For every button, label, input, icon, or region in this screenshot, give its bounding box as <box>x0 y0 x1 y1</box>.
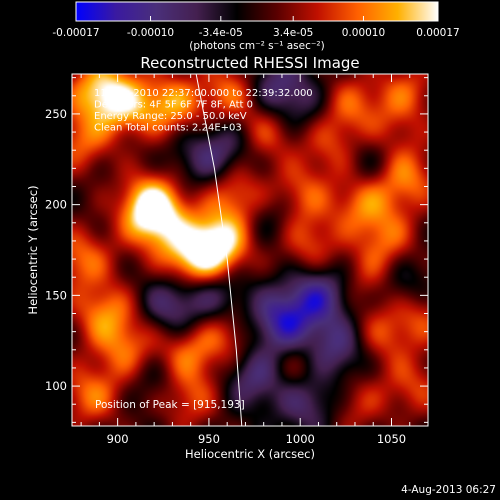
peak-position-label: Position of Peak = [915,193] <box>95 399 245 411</box>
colorbar-ticks: -0.00017 -0.00010 -3.4e-05 3.4e-05 0.00010 0.… <box>52 16 460 39</box>
axes: 900 950 1000 1050 100 150 200 250 <box>45 74 429 446</box>
x-tick-label: 900 <box>107 432 129 446</box>
footer-date: 4-Aug-2013 06:27 <box>401 484 496 496</box>
x-axis-label: Heliocentric X (arcsec) <box>185 447 315 461</box>
info-line: Energy Range: 25.0 - 50.0 keV <box>94 111 247 122</box>
chart-title: Reconstructed RHESSI Image <box>140 54 359 72</box>
info-line: 11-Dec-2010 22:37:00.000 to 22:39:32.000 <box>94 88 313 99</box>
solar-limb-line <box>195 74 243 426</box>
y-tick-label: 100 <box>45 379 67 393</box>
x-tick-label: 1050 <box>377 432 406 446</box>
y-tick-label: 150 <box>45 288 67 302</box>
colorbar-tick-label: -0.00017 <box>52 27 99 39</box>
info-line: Detectors: 4F 5F 6F 7F 8F, Att 0 <box>94 100 253 111</box>
colorbar-tick-label: -0.00010 <box>127 27 174 39</box>
y-axis-label: Heliocentric Y (arcsec) <box>26 185 40 314</box>
colorbar-strip <box>75 1 439 22</box>
observation-info: 11-Dec-2010 22:37:00.000 to 22:39:32.000… <box>94 88 313 134</box>
colorbar-tick-label: -3.4e-05 <box>199 27 243 39</box>
colorbar: -0.00017 -0.00010 -3.4e-05 3.4e-05 0.00010 0.… <box>52 1 460 52</box>
y-tick-label: 200 <box>45 198 67 212</box>
y-tick-label: 250 <box>45 107 67 121</box>
x-tick-label: 1000 <box>286 432 315 446</box>
colorbar-units: (photons cm⁻² s⁻¹ asec⁻²) <box>189 40 324 52</box>
plot-frame <box>71 73 429 427</box>
colorbar-tick-label: 0.00010 <box>342 27 385 39</box>
info-line: Clean Total counts: 2.24E+03 <box>94 123 242 134</box>
heatmap-image <box>72 74 428 426</box>
colorbar-tick-label: 0.00017 <box>416 27 459 39</box>
colorbar-tick-label: 3.4e-05 <box>273 27 313 39</box>
x-tick-label: 950 <box>198 432 220 446</box>
